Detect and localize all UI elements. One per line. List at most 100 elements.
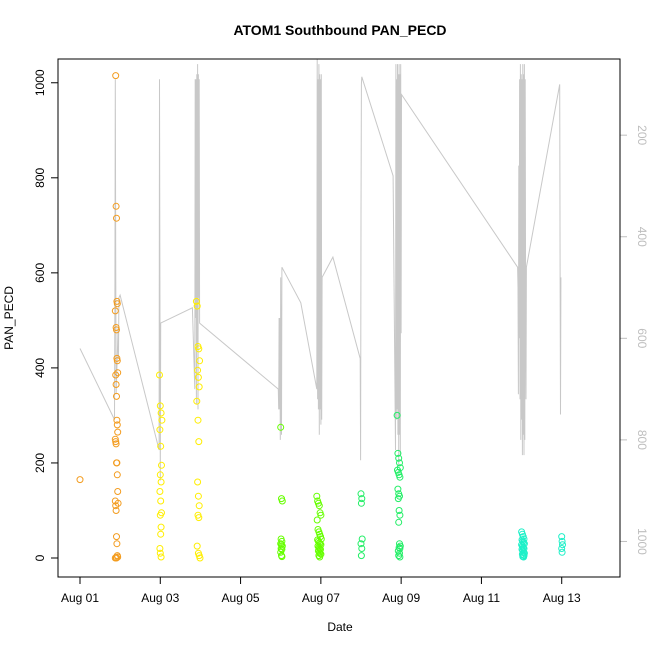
data-point-s0-1 bbox=[112, 72, 120, 80]
data-point-s1-19 bbox=[193, 302, 201, 310]
axes-layer: Aug 01 Aug 03 Aug 05 Aug 07 Aug 09 Aug 11 Aug … bbox=[33, 69, 649, 605]
data-point-s1-1 bbox=[156, 402, 164, 410]
data-point-s4-20 bbox=[520, 553, 528, 561]
data-point-s1-30 bbox=[194, 492, 202, 500]
data-point-s0-9 bbox=[113, 354, 121, 362]
data-point-s0-27 bbox=[112, 502, 120, 510]
data-point-s3-2 bbox=[357, 499, 365, 507]
data-point-s3-7 bbox=[393, 411, 401, 419]
data-point-s0-26 bbox=[111, 497, 119, 505]
chart-title: ATOM1 Southbound PAN_PECD bbox=[233, 22, 446, 38]
data-point-s4-21 bbox=[558, 533, 566, 541]
data-point-s0-12 bbox=[112, 371, 120, 379]
data-point-s3-22 bbox=[395, 518, 403, 526]
data-point-s3-5 bbox=[358, 545, 366, 552]
data-point-s2-10 bbox=[277, 548, 285, 556]
data-point-s0-17 bbox=[114, 428, 122, 436]
data-point-s0-2 bbox=[112, 202, 120, 210]
data-point-s0-18 bbox=[111, 435, 119, 443]
x-tick-label: Aug 13 bbox=[543, 591, 581, 605]
data-point-s1-10 bbox=[157, 497, 165, 505]
data-point-s2-38 bbox=[315, 552, 323, 560]
data-point-s4-22 bbox=[558, 537, 566, 545]
data-point-s2-8 bbox=[277, 545, 285, 552]
data-point-s1-16 bbox=[156, 549, 164, 557]
data-point-s1-13 bbox=[157, 523, 165, 531]
x-tick-label: Aug 11 bbox=[463, 591, 500, 605]
secondary-line-layer bbox=[79, 58, 562, 481]
y-tick-label: 200 bbox=[33, 453, 47, 473]
data-point-s0-24 bbox=[114, 488, 122, 495]
data-point-s2-12 bbox=[278, 553, 286, 561]
data-point-s3-1 bbox=[358, 495, 366, 503]
data-point-s1-22 bbox=[196, 357, 204, 365]
data-point-s0-0 bbox=[76, 476, 84, 484]
data-point-s0-3 bbox=[113, 214, 120, 222]
y-tick-label: 1000 bbox=[33, 69, 47, 96]
data-point-s0-15 bbox=[113, 416, 121, 424]
data-point-s3-29 bbox=[395, 552, 403, 560]
data-point-s1-27 bbox=[194, 416, 202, 424]
data-point-s1-26 bbox=[193, 397, 201, 405]
data-point-s1-23 bbox=[194, 366, 202, 374]
data-point-s1-34 bbox=[193, 542, 201, 550]
data-point-s1-6 bbox=[158, 461, 165, 469]
data-point-s3-16 bbox=[394, 485, 402, 493]
data-point-s0-30 bbox=[113, 540, 121, 548]
point-layer bbox=[76, 72, 566, 562]
data-point-s0-7 bbox=[112, 324, 120, 331]
data-point-s1-31 bbox=[195, 502, 203, 510]
plot-frame bbox=[57, 58, 621, 578]
x-tick-label: Aug 03 bbox=[141, 591, 179, 605]
y2-tick-label: 600 bbox=[635, 328, 649, 348]
data-point-s0-13 bbox=[112, 381, 120, 388]
data-point-s1-7 bbox=[156, 471, 164, 479]
data-point-s0-6 bbox=[111, 307, 119, 315]
y-tick-label: 0 bbox=[33, 554, 47, 561]
data-point-s3-10 bbox=[396, 459, 403, 467]
data-point-s2-16 bbox=[315, 502, 323, 510]
data-point-s2-2 bbox=[278, 497, 286, 505]
y2-tick-label: 800 bbox=[635, 430, 649, 450]
data-point-s1-24 bbox=[194, 373, 202, 381]
data-point-s1-21 bbox=[195, 345, 203, 353]
data-point-s3-3 bbox=[358, 535, 366, 543]
data-point-s2-13 bbox=[313, 492, 321, 500]
data-point-s0-5 bbox=[113, 300, 121, 308]
data-point-s2-0 bbox=[277, 423, 285, 431]
data-point-s1-18 bbox=[192, 297, 200, 305]
data-point-s4-23 bbox=[559, 541, 566, 549]
data-point-s1-12 bbox=[156, 511, 164, 519]
data-point-s2-19 bbox=[313, 516, 321, 524]
data-point-s0-29 bbox=[113, 533, 120, 541]
data-point-s1-8 bbox=[157, 478, 165, 486]
data-point-s3-15 bbox=[396, 473, 404, 481]
data-point-s2-18 bbox=[317, 511, 325, 519]
data-point-s3-19 bbox=[394, 495, 402, 503]
data-point-s1-29 bbox=[194, 478, 202, 486]
data-point-s1-33 bbox=[195, 514, 203, 522]
data-point-s1-9 bbox=[156, 488, 164, 495]
x-tick-label: Aug 01 bbox=[61, 591, 99, 605]
data-point-s3-8 bbox=[394, 449, 402, 457]
data-point-s0-20 bbox=[112, 440, 120, 448]
data-point-s3-4 bbox=[357, 540, 365, 548]
y2-tick-label: 400 bbox=[635, 227, 649, 247]
data-point-s2-35 bbox=[315, 548, 323, 556]
data-point-s2-39 bbox=[316, 553, 324, 561]
data-point-s3-6 bbox=[357, 552, 365, 560]
data-point-s1-3 bbox=[158, 416, 166, 424]
data-point-s0-35 bbox=[113, 554, 120, 562]
x-axis-label: Date bbox=[327, 620, 353, 634]
data-point-s1-17 bbox=[157, 553, 165, 561]
data-point-s0-16 bbox=[113, 421, 121, 429]
y2-tick-label: 200 bbox=[635, 125, 649, 145]
data-point-s1-4 bbox=[156, 426, 164, 434]
data-point-s3-30 bbox=[396, 553, 404, 561]
secondary-line bbox=[79, 58, 562, 481]
y-axis-label: PAN_PECD bbox=[2, 286, 16, 350]
data-point-s4-14 bbox=[520, 548, 528, 556]
data-point-s1-28 bbox=[195, 438, 203, 446]
data-point-s0-11 bbox=[114, 369, 122, 377]
data-point-s3-21 bbox=[396, 511, 404, 519]
